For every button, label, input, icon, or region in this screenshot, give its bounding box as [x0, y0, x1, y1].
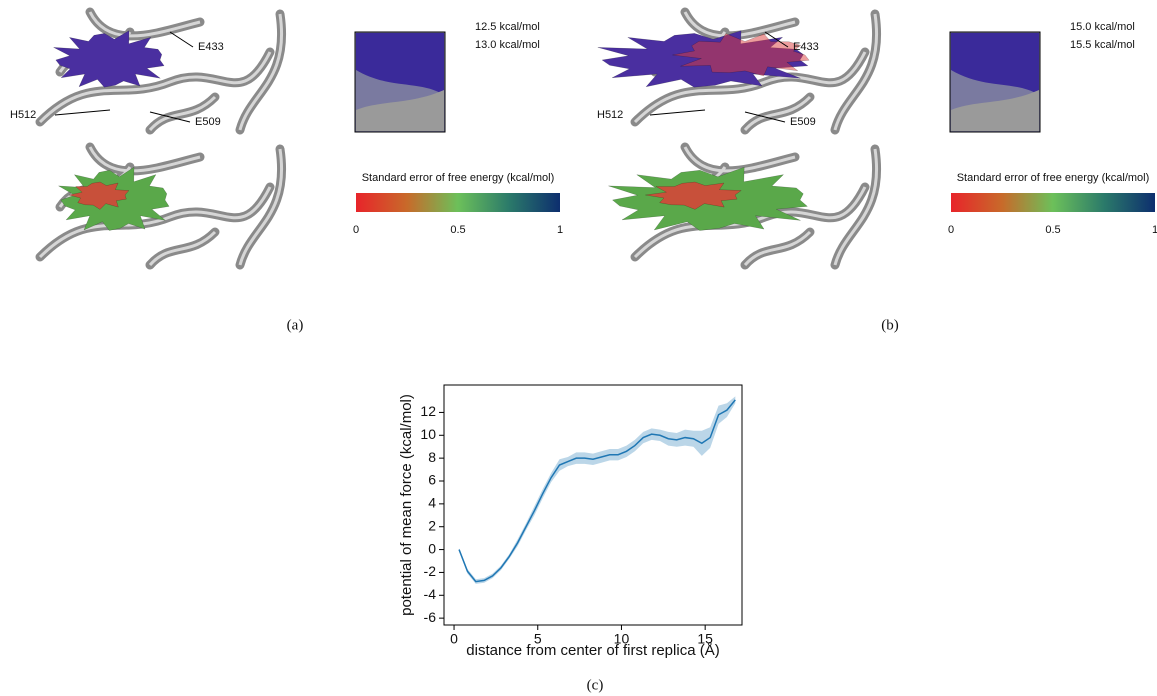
y-tick-label: 10	[420, 426, 436, 442]
x-axis-label: distance from center of first replica (Å…	[466, 642, 719, 659]
isovalue-label: 12.5 kcal/mol	[475, 21, 540, 33]
colorbar-tick-label: 0	[353, 224, 359, 236]
x-tick-label: 5	[534, 631, 542, 647]
isovalue-label: 15.0 kcal/mol	[1070, 21, 1135, 33]
protein-ribbon-highlight	[683, 146, 796, 173]
protein-ribbon-highlight	[148, 95, 217, 132]
protein-ribbon-highlight	[88, 146, 201, 173]
y-tick-label: -4	[424, 586, 437, 602]
y-tick-label: 4	[428, 495, 436, 511]
protein-ribbon-highlight	[833, 13, 878, 131]
y-axis-label: potential of mean force (kcal/mol)	[398, 394, 415, 616]
y-tick-label: 6	[428, 472, 436, 488]
inset-surface	[951, 33, 1039, 95]
y-tick-label: 0	[428, 540, 436, 556]
residue-label: H512	[597, 109, 623, 121]
isovalue-label: 13.0 kcal/mol	[475, 39, 540, 51]
plot-frame	[443, 384, 743, 626]
residue-pointer	[764, 31, 789, 48]
panel-c: 0 5 10 15 -6 -4 -2 0 2 4 6 8 10 12 distance from cente…	[398, 384, 743, 693]
residue-label: E509	[195, 116, 221, 128]
protein-ribbon-highlight	[833, 148, 878, 266]
residue-label: E433	[793, 41, 819, 53]
error-band	[459, 396, 736, 584]
colorbar-tick-label: 1	[1152, 224, 1157, 236]
residue-pointer	[169, 31, 194, 48]
protein-ribbon-highlight	[238, 148, 283, 266]
protein-ribbon	[85, 142, 205, 176]
protein-ribbon	[85, 7, 205, 41]
residue-pointer	[649, 109, 706, 116]
protein-ribbon-highlight	[148, 230, 217, 267]
panel-b: E433 H512 E509 15.0 kcal/mol 15.5 kcal/mol St…	[597, 7, 1157, 333]
y-tick-label: -2	[424, 563, 437, 579]
x-tick-label: 15	[697, 631, 713, 647]
protein-ribbon-highlight	[743, 95, 812, 132]
residue-pointer	[744, 111, 786, 123]
protein-ribbon-highlight	[633, 51, 867, 124]
protein-ribbon-highlight	[38, 186, 272, 259]
protein-ribbon-highlight	[633, 186, 867, 259]
isovalue-label: 15.5 kcal/mol	[1070, 39, 1135, 51]
colorbar-title: Standard error of free energy (kcal/mol)	[362, 172, 555, 184]
protein-ribbon-highlight	[743, 230, 812, 267]
protein-ribbon-highlight	[88, 11, 201, 38]
protein-ribbon-highlight	[38, 51, 272, 124]
panel-a: E433 H512 E509 12.5 kcal/mol 13.0 kcal/mol St…	[10, 7, 563, 333]
y-tick-label: -6	[424, 609, 437, 625]
y-tick-label: 8	[428, 449, 436, 465]
density-blob	[672, 33, 810, 77]
residue-label: E433	[198, 41, 224, 53]
panel-caption: (c)	[587, 677, 604, 693]
colorbar-tick-label: 0.5	[450, 224, 465, 236]
colorbar-tick-label: 0.5	[1045, 224, 1060, 236]
protein-ribbon	[680, 142, 800, 176]
panel-caption: (b)	[881, 317, 899, 333]
y-tick-label: 2	[428, 517, 436, 533]
residue-pointer	[149, 111, 191, 123]
x-tick-label: 0	[450, 631, 458, 647]
colorbar-tick-label: 1	[557, 224, 563, 236]
density-blob	[53, 30, 165, 88]
inset-surface	[356, 90, 444, 131]
residue-label: H512	[10, 109, 36, 121]
inset-surface	[356, 33, 444, 95]
colorbar	[356, 193, 560, 212]
residue-label: E509	[790, 116, 816, 128]
colorbar-tick-label: 0	[948, 224, 954, 236]
density-blob	[645, 181, 742, 210]
protein-ribbon-highlight	[238, 13, 283, 131]
y-tick-label: 12	[420, 403, 436, 419]
panel-caption: (a)	[287, 317, 304, 333]
residue-pointer	[54, 109, 111, 116]
colorbar-title: Standard error of free energy (kcal/mol)	[957, 172, 1150, 184]
density-blob	[68, 181, 130, 210]
line	[458, 399, 736, 583]
x-tick-label: 10	[614, 631, 630, 647]
inset-surface	[951, 90, 1039, 131]
colorbar	[951, 193, 1155, 212]
